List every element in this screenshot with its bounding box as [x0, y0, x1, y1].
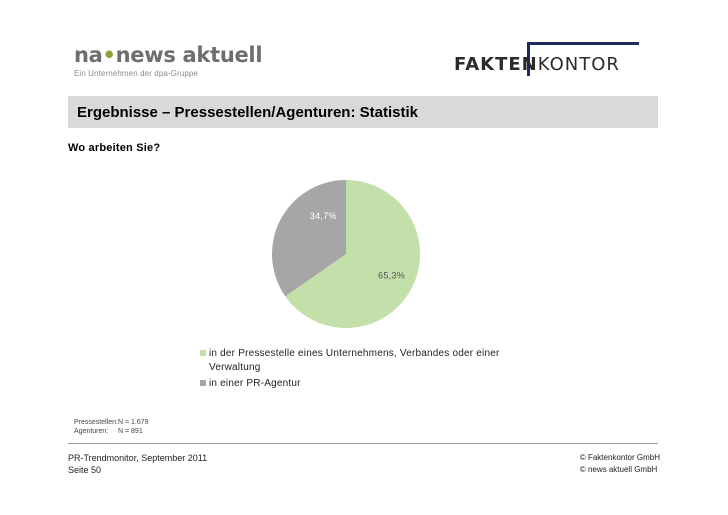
- chart-legend: in der Pressestelle eines Unternehmens, …: [200, 347, 520, 393]
- footer-source: PR-Trendmonitor, September 2011: [68, 453, 208, 463]
- news-aktuell-logo: na•news aktuell Ein Unternehmen der dpa-…: [74, 44, 274, 84]
- footer-left: PR-Trendmonitor, September 2011 Seite 50: [68, 452, 207, 476]
- sample-row-pressestellen: Pressestellen:N = 1.679: [74, 419, 149, 426]
- pie-label-pressestelle: 65,3%: [378, 270, 405, 280]
- footer-right: © Faktenkontor GmbH © news aktuell GmbH: [580, 452, 660, 476]
- news-aktuell-tagline: Ein Unternehmen der dpa-Gruppe: [74, 69, 198, 78]
- pie-chart: 65,3% 34,7%: [240, 170, 490, 345]
- legend-label-pressestelle-line2: Verwaltung: [209, 362, 261, 373]
- question-text: Wo arbeiten Sie?: [68, 142, 161, 154]
- faktenkontor-logo-frame-vertical: [527, 42, 530, 76]
- pie-slice-agentur: [272, 180, 346, 297]
- footer-page-number: Seite 50: [68, 465, 102, 475]
- faktenkontor-logo: FAKTENKONTOR: [450, 40, 646, 84]
- legend-item-pressestelle: in der Pressestelle eines Unternehmens, …: [200, 347, 520, 375]
- sample-row-agenturen: Agenturen: N = 891: [74, 428, 143, 435]
- legend-swatch-agentur: [200, 380, 206, 386]
- faktenkontor-logo-frame-top: [527, 42, 639, 45]
- pie-slice-pressestelle: [285, 180, 420, 328]
- news-aktuell-wordmark: na•news aktuell: [74, 43, 263, 67]
- legend-label-pressestelle-line1: in der Pressestelle eines Unternehmens, …: [209, 348, 500, 359]
- faktenkontor-wordmark: FAKTENKONTOR: [454, 54, 620, 75]
- pie-chart-svg: 65,3% 34,7%: [272, 180, 420, 328]
- pie-label-agentur: 34,7%: [310, 211, 337, 221]
- footer-copyright-news-aktuell: © news aktuell GmbH: [579, 465, 658, 474]
- footer-divider: [68, 443, 658, 444]
- sample-size-note: Pressestellen:N = 1.679 Agenturen: N = 89…: [74, 418, 149, 436]
- legend-item-agentur: in einer PR-Agentur: [200, 377, 520, 391]
- legend-swatch-pressestelle: [200, 350, 206, 356]
- page-title: Ergebnisse – Pressestellen/Agenturen: St…: [77, 104, 418, 121]
- legend-label-agentur: in einer PR-Agentur: [209, 378, 301, 389]
- title-bar: Ergebnisse – Pressestellen/Agenturen: St…: [68, 96, 658, 128]
- footer-copyright-faktenkontor: © Faktenkontor GmbH: [579, 453, 660, 462]
